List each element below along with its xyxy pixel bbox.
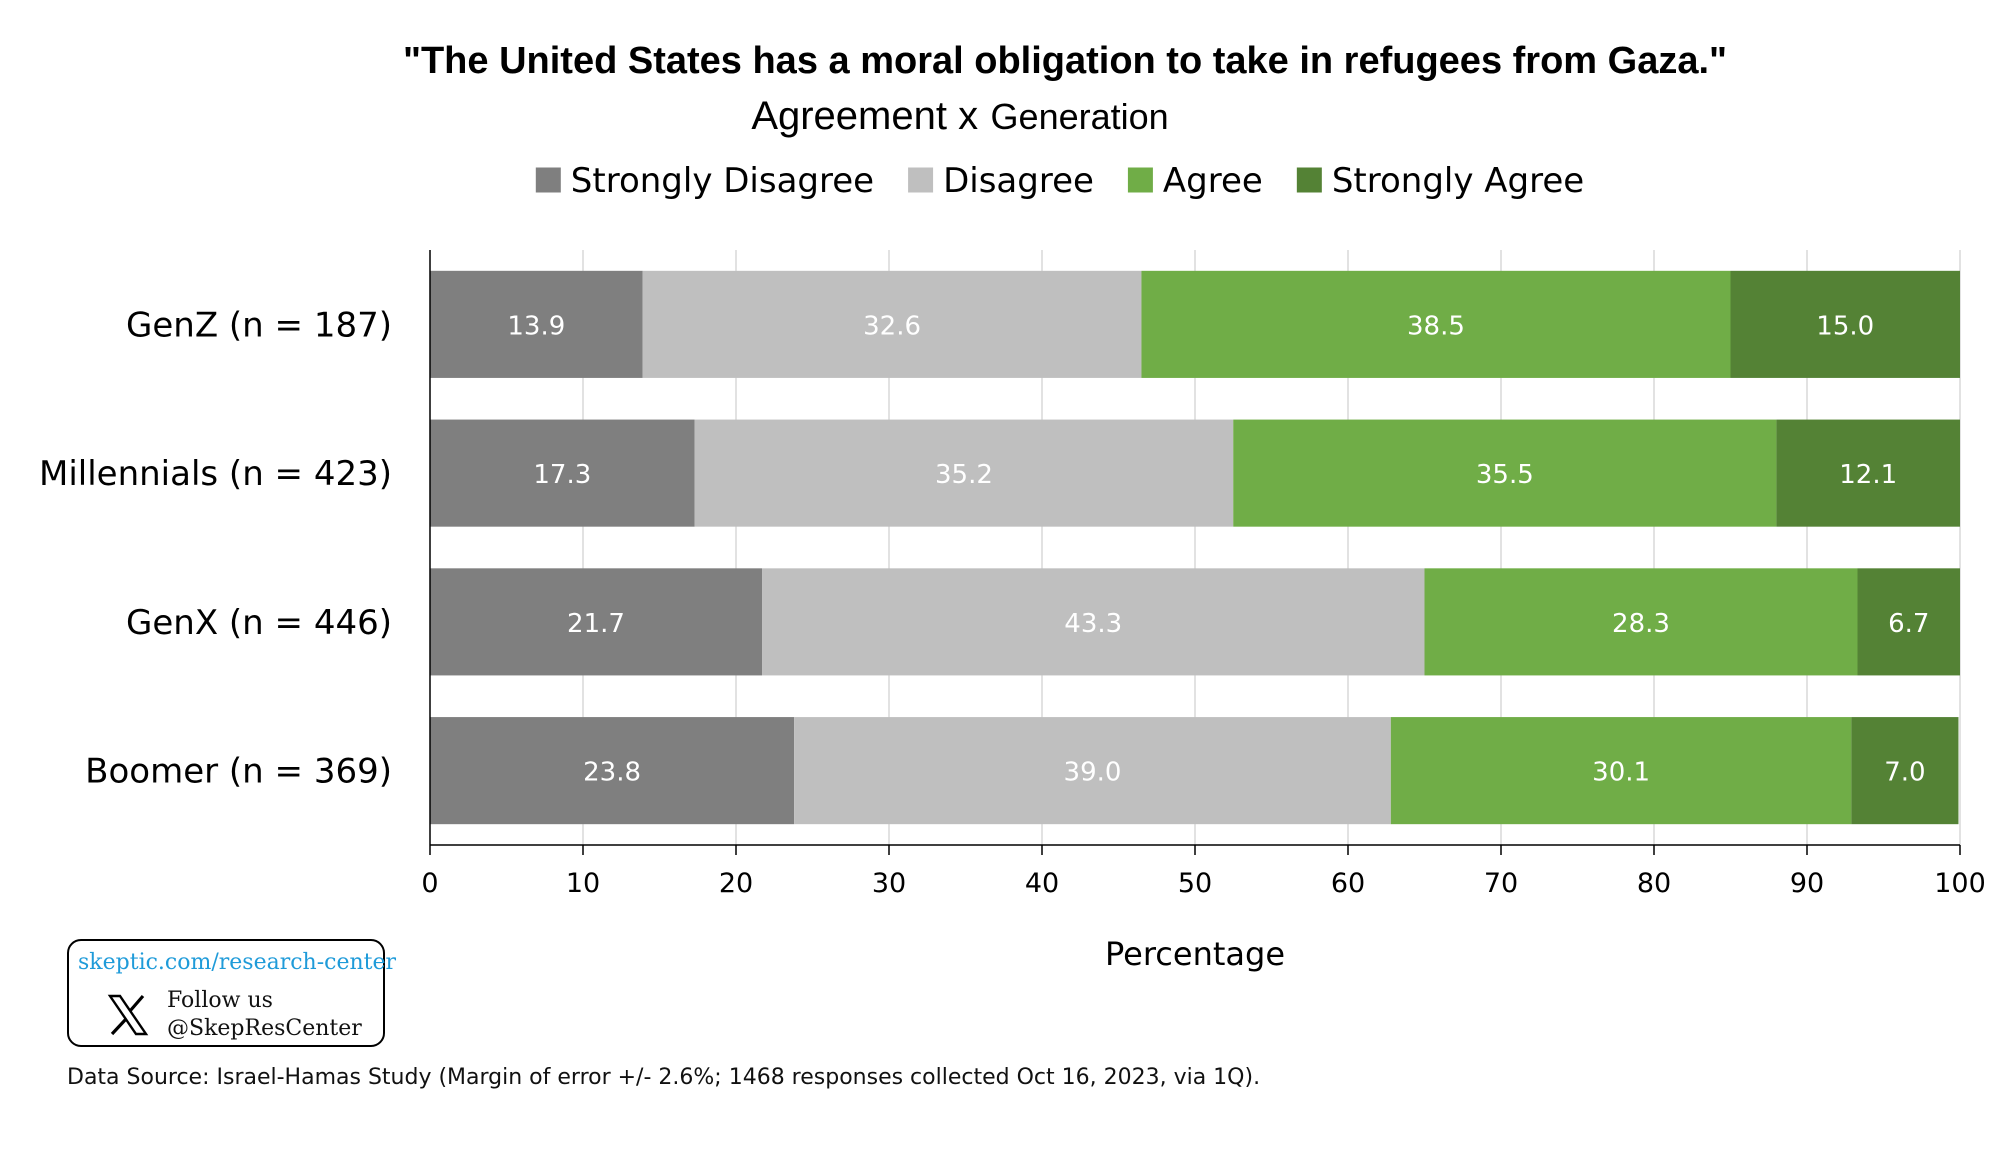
bar-segment-strongly-disagree <box>430 717 795 825</box>
category-label: GenX (n = 446) <box>126 603 392 643</box>
bar-segment-agree <box>1390 717 1852 825</box>
x-tick-label: 30 <box>872 868 906 899</box>
x-tick-label: 60 <box>1331 868 1365 899</box>
category-label: Millennials (n = 423) <box>39 454 392 494</box>
legend-label-agree: Agree <box>1163 161 1263 201</box>
bar-segment-strongly-disagree <box>430 270 643 378</box>
legend-label-strongly-agree: Strongly Agree <box>1332 161 1584 201</box>
data-label: 21.7 <box>567 609 625 639</box>
bar-segment-strongly-disagree <box>430 568 763 676</box>
chart-title: "The United States has a moral obligatio… <box>403 40 1727 82</box>
bar-segment-strongly-disagree <box>430 419 695 527</box>
bar-segment-strongly-agree <box>1776 419 1960 527</box>
legend-label-disagree: Disagree <box>943 161 1094 201</box>
subtitle-main: Agreement x <box>751 94 978 138</box>
bar-segment-disagree <box>794 717 1391 825</box>
x-tick-label: 20 <box>719 868 753 899</box>
legend-swatch-disagree <box>908 167 934 193</box>
x-axis: 0 10 20 30 40 50 60 70 80 90 100 <box>421 250 1986 899</box>
x-tick-label: 90 <box>1790 868 1824 899</box>
x-tick-label: 0 <box>421 868 438 899</box>
legend-swatch-agree <box>1127 167 1153 193</box>
legend-label-strongly-disagree: Strongly Disagree <box>571 161 874 201</box>
y-axis: GenZ (n = 187) Millennials (n = 423) GenX … <box>39 305 392 791</box>
bar-segment-agree <box>1141 270 1731 378</box>
bar-segment-disagree <box>642 270 1142 378</box>
bar-segment-strongly-agree <box>1730 270 1960 378</box>
chart-subtitle: Agreement x Generation <box>751 94 1168 138</box>
data-label: 12.1 <box>1839 460 1897 490</box>
bar-segment-strongly-agree <box>1851 717 1959 825</box>
legend-swatch-strongly-disagree <box>535 167 561 193</box>
social-badge: skeptic.com/research-center Follow us @S… <box>67 939 396 1047</box>
legend-swatch-strongly-agree <box>1296 167 1322 193</box>
data-label: 15.0 <box>1816 311 1874 341</box>
bar-segment-disagree <box>762 568 1425 676</box>
website-link[interactable]: skeptic.com/research-center <box>78 950 397 975</box>
legend: Strongly Disagree Disagree Agree Strongly A… <box>535 161 1584 201</box>
data-label: 17.3 <box>533 460 591 490</box>
data-label: 30.1 <box>1592 758 1650 788</box>
data-label: 28.3 <box>1612 609 1670 639</box>
x-tick-label: 10 <box>566 868 600 899</box>
x-tick-label: 70 <box>1484 868 1518 899</box>
data-label: 7.0 <box>1884 758 1925 788</box>
subtitle-tail: Generation <box>991 96 1169 137</box>
data-label: 39.0 <box>1064 758 1122 788</box>
x-tick-label: 80 <box>1637 868 1671 899</box>
bar-segment-strongly-agree <box>1857 568 1960 676</box>
data-label: 35.2 <box>935 460 993 490</box>
data-label: 32.6 <box>863 311 921 341</box>
data-label: 38.5 <box>1407 311 1465 341</box>
bars: 13.9 32.6 38.5 15.0 17.3 35.2 35.5 12.1 21.7 43.3… <box>430 270 1960 825</box>
category-label: GenZ (n = 187) <box>126 305 392 345</box>
bar-segment-disagree <box>694 419 1234 527</box>
bar-segment-agree <box>1424 568 1858 676</box>
follow-line-1: Follow us <box>167 988 273 1013</box>
category-label: Boomer (n = 369) <box>85 752 392 792</box>
x-tick-label: 50 <box>1178 868 1212 899</box>
bar-segment-agree <box>1233 419 1777 527</box>
data-label: 13.9 <box>507 311 565 341</box>
data-label: 6.7 <box>1888 609 1929 639</box>
follow-handle[interactable]: @SkepResCenter <box>167 1016 362 1041</box>
x-tick-label: 40 <box>1025 868 1059 899</box>
data-label: 43.3 <box>1064 609 1122 639</box>
data-label: 23.8 <box>583 758 641 788</box>
x-logo-icon[interactable] <box>106 993 150 1037</box>
x-tick-label: 100 <box>1934 868 1986 899</box>
data-source-note: Data Source: Israel-Hamas Study (Margin … <box>67 1065 1261 1090</box>
data-label: 35.5 <box>1476 460 1534 490</box>
follow-text: Follow us @SkepResCenter <box>167 987 362 1043</box>
x-axis-title: Percentage <box>1105 935 1285 973</box>
